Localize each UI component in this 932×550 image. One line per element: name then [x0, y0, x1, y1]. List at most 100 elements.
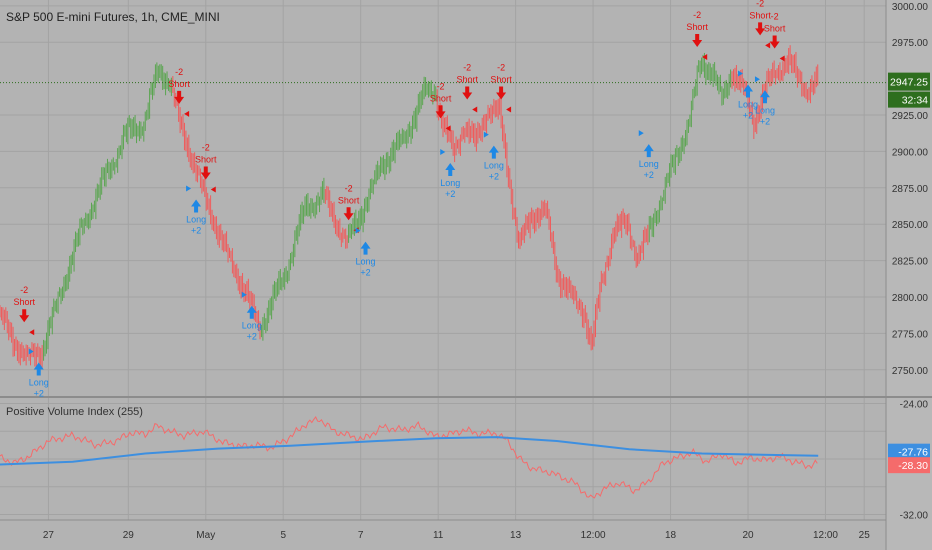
short-label-qty: -2: [771, 12, 779, 22]
trade-signals: -2ShortLong+2-2Short-2ShortLong+2Long+2-…: [13, 0, 785, 399]
price-tick-label: 2925.00: [892, 111, 929, 122]
axes: 3000.00 2975.00 2925.00 2900.00 2875.00 2850.…: [0, 2, 930, 541]
last-price-label: 2947.25: [890, 77, 928, 89]
ma-value-tag: [888, 443, 930, 460]
long-label: Long: [484, 161, 504, 171]
long-arrow-icon: [445, 163, 456, 177]
long-label: Long: [440, 178, 460, 188]
long-label-qty: +2: [743, 110, 753, 120]
long-label: Long: [242, 321, 262, 331]
long-flag-icon: [754, 76, 760, 83]
long-flag-icon: [638, 130, 644, 137]
countdown-tag: [888, 91, 930, 108]
short-arrow-icon: [692, 34, 703, 48]
long-label: Long: [186, 214, 206, 224]
indicator-series: [0, 416, 819, 499]
time-tick-label: 12:00: [581, 530, 606, 541]
chart-title: S&P 500 E-mini Futures, 1h, CME_MINI: [6, 10, 220, 24]
short-flag-icon: [765, 42, 771, 49]
long-label: Long: [738, 99, 758, 109]
time-tick-label: 18: [665, 530, 677, 541]
price-tick-label: 2850.00: [892, 220, 929, 231]
long-label: Long: [755, 105, 775, 115]
short-label-qty: -2: [693, 10, 701, 20]
price-tick-label: 2975.00: [892, 38, 929, 49]
long-flag-icon: [483, 131, 489, 138]
short-label: Short: [749, 10, 771, 20]
short-label: Short: [13, 297, 35, 307]
short-label-qty: -2: [175, 67, 183, 77]
time-tick-label: 12:00: [813, 530, 838, 541]
time-tick-label: 29: [123, 530, 135, 541]
time-tick-label: 5: [280, 530, 286, 541]
time-tick-label: 11: [433, 530, 444, 541]
long-arrow-icon: [759, 90, 770, 104]
short-arrow-icon: [496, 86, 507, 100]
indicator-title: Positive Volume Index (255): [6, 406, 143, 418]
short-flag-icon: [779, 55, 785, 62]
time-tick-label: 7: [358, 530, 364, 541]
short-arrow-icon: [755, 22, 766, 36]
short-label-qty: -2: [497, 62, 505, 72]
short-flag-icon: [445, 125, 451, 132]
long-label-qty: +2: [247, 332, 257, 342]
price-tick-label: 2775.00: [892, 329, 929, 340]
long-flag-icon: [738, 70, 744, 77]
short-label-qty: -2: [756, 0, 764, 8]
time-tick-label: 27: [43, 530, 55, 541]
short-flag-icon: [210, 186, 216, 193]
long-arrow-icon: [360, 241, 371, 255]
short-flag-icon: [702, 54, 708, 61]
long-flag-icon: [355, 227, 361, 234]
long-arrow-icon: [743, 84, 754, 98]
short-arrow-icon: [200, 166, 211, 180]
short-label: Short: [764, 24, 786, 34]
short-label: Short: [686, 22, 708, 32]
long-label: Long: [29, 378, 49, 388]
time-tick-label: May: [196, 530, 215, 541]
pvi-line: [0, 416, 818, 499]
short-label-qty: -2: [463, 62, 471, 72]
price-series: [0, 45, 819, 368]
long-label-qty: +2: [360, 268, 370, 278]
short-label-qty: -2: [437, 81, 445, 91]
short-flag-icon: [29, 329, 35, 336]
short-arrow-icon: [174, 90, 185, 104]
ma-value-label: -27.76: [898, 447, 928, 459]
short-label: Short: [338, 195, 360, 205]
short-flag-icon: [184, 110, 190, 117]
short-arrow-icon: [19, 309, 30, 323]
ind-tick-label: -24.00: [900, 400, 929, 411]
long-label: Long: [639, 159, 659, 169]
countdown-label: 32:34: [902, 95, 928, 107]
short-arrow-icon: [343, 207, 354, 221]
short-arrow-icon: [435, 105, 446, 119]
short-arrow-icon: [462, 86, 473, 100]
pvi-ma-line: [0, 436, 819, 466]
time-tick-label: 20: [742, 530, 754, 541]
short-label: Short: [195, 155, 217, 165]
short-flag-icon: [472, 106, 478, 113]
long-flag-icon: [186, 185, 192, 192]
long-label-qty: +2: [191, 225, 201, 235]
time-tick-label: 25: [859, 530, 871, 541]
short-label-qty: -2: [202, 143, 210, 153]
long-label-qty: +2: [644, 170, 654, 180]
long-arrow-icon: [191, 199, 202, 213]
pvi-value-label: -28.30: [898, 460, 928, 472]
long-flag-icon: [28, 348, 34, 355]
price-tick-label: 2825.00: [892, 257, 929, 268]
time-tick-label: 13: [510, 530, 522, 541]
last-price-tag: [888, 72, 930, 91]
short-arrow-icon: [769, 35, 780, 49]
price-tick-label: 2900.00: [892, 147, 929, 158]
long-arrow-icon: [33, 362, 44, 376]
short-label: Short: [490, 74, 512, 84]
price-tick-label: 3000.00: [892, 2, 929, 13]
long-flag-icon: [241, 291, 247, 298]
long-arrow-icon: [643, 144, 654, 158]
ind-tick-label: -32.00: [900, 510, 929, 521]
long-label-qty: +2: [760, 116, 770, 126]
short-label: Short: [430, 93, 452, 103]
